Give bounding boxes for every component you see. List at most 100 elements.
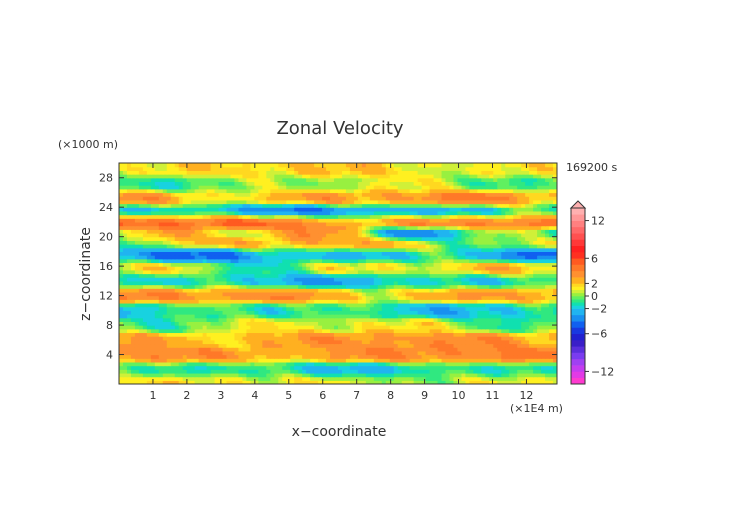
heat-cell: [266, 288, 271, 293]
heat-cell: [178, 299, 184, 304]
heat-cell: [302, 317, 307, 322]
heat-cell: [154, 240, 160, 245]
heat-cell: [441, 229, 447, 234]
heat-cell: [357, 336, 363, 341]
heat-cell: [453, 343, 459, 348]
heat-cell: [270, 284, 275, 289]
heat-cell: [134, 339, 140, 345]
heat-cell: [385, 365, 391, 370]
heat-cell: [473, 343, 478, 348]
heat-cell: [385, 262, 391, 267]
heat-cell: [250, 280, 255, 286]
heat-cell: [270, 369, 275, 374]
heat-cell: [377, 247, 383, 252]
heat-cell: [186, 365, 192, 370]
heat-cell: [477, 229, 482, 234]
heat-cell: [461, 288, 467, 293]
heat-cell: [150, 280, 156, 286]
heat-cell: [385, 369, 391, 374]
heat-cell: [274, 277, 279, 282]
heat-cell: [533, 372, 538, 378]
heat-cell: [318, 361, 323, 367]
heat-cell: [541, 266, 546, 271]
heat-cell: [326, 221, 331, 227]
heat-cell: [501, 350, 506, 356]
heat-cell: [517, 369, 522, 374]
heat-cell: [334, 321, 339, 326]
heat-cell: [345, 369, 351, 374]
heat-cell: [497, 262, 502, 267]
heat-cell: [158, 218, 164, 223]
heat-cell: [170, 347, 176, 352]
heat-cell: [457, 358, 463, 363]
heat-cell: [210, 236, 216, 241]
heat-cell: [517, 229, 522, 234]
heat-cell: [417, 310, 423, 315]
heat-cell: [206, 221, 212, 227]
heat-cell: [373, 280, 379, 286]
heat-cell: [385, 299, 391, 304]
heat-cell: [437, 269, 443, 275]
heat-cell: [146, 299, 152, 304]
heat-cell: [353, 218, 359, 223]
heat-cell: [166, 361, 172, 367]
heat-cell: [334, 218, 339, 223]
heat-cell: [138, 299, 144, 304]
heat-cell: [234, 361, 240, 367]
heat-cell: [314, 299, 319, 304]
heat-cell: [178, 365, 184, 370]
heat-cell: [258, 343, 263, 348]
heat-cell: [345, 236, 351, 241]
heat-cell: [166, 306, 172, 311]
heat-cell: [429, 225, 435, 230]
heat-cell: [525, 284, 530, 289]
heat-cell: [389, 310, 395, 315]
heat-cell: [541, 240, 546, 245]
heat-cell: [477, 317, 482, 322]
heat-cell: [234, 258, 240, 264]
heat-cell: [318, 358, 323, 363]
heat-cell: [405, 302, 411, 308]
heat-cell: [437, 247, 443, 252]
heat-cell: [170, 339, 176, 345]
heat-cell: [178, 236, 184, 241]
heat-cell: [425, 269, 431, 275]
heat-cell: [473, 317, 478, 322]
heat-cell: [537, 218, 542, 223]
heatmap-field: [119, 163, 557, 384]
heat-cell: [226, 314, 232, 319]
heat-cell: [433, 280, 439, 286]
heat-cell: [174, 380, 180, 384]
heat-cell: [549, 350, 554, 356]
heat-cell: [389, 262, 395, 267]
heat-cell: [537, 343, 542, 348]
heat-cell: [409, 295, 415, 300]
heat-cell: [477, 369, 482, 374]
heat-cell: [134, 306, 140, 311]
heat-cell: [119, 240, 124, 245]
heat-cell: [142, 255, 148, 260]
heat-cell: [433, 255, 439, 260]
heat-cell: [230, 343, 236, 348]
heat-cell: [258, 310, 263, 315]
heat-cell: [274, 347, 279, 352]
heat-cell: [150, 325, 156, 330]
heat-cell: [142, 336, 148, 341]
heat-cell: [381, 280, 387, 286]
heat-cell: [473, 380, 478, 384]
heat-cell: [274, 343, 279, 348]
heat-cell: [357, 229, 363, 234]
heat-cell: [290, 339, 295, 345]
heat-cell: [365, 280, 371, 286]
heat-cell: [258, 266, 263, 271]
heat-cell: [202, 321, 208, 326]
heat-cell: [381, 372, 387, 378]
heat-cell: [421, 365, 427, 370]
heat-cell: [381, 221, 387, 227]
heat-cell: [166, 277, 172, 282]
heat-cell: [190, 273, 196, 278]
heat-cell: [246, 273, 251, 278]
heat-cell: [553, 325, 557, 330]
heat-cell: [286, 310, 291, 315]
heat-cell: [509, 302, 514, 308]
